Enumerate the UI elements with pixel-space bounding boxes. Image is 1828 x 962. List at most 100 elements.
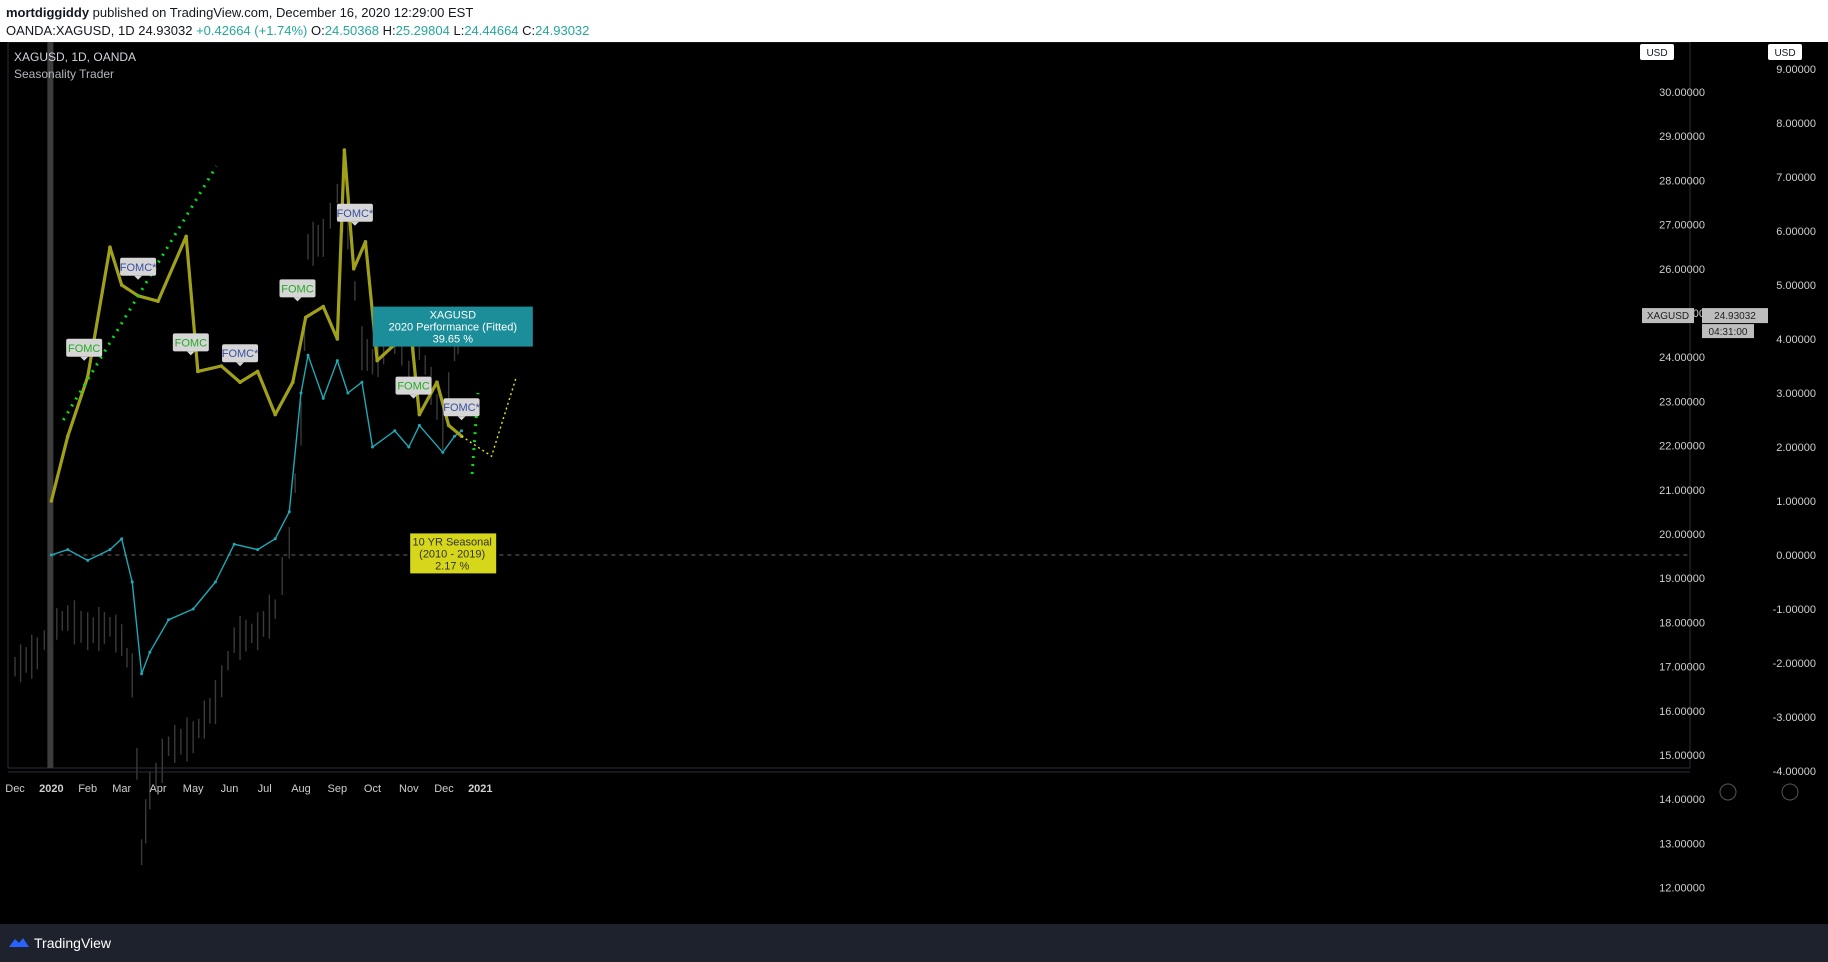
fomc-label-box[interactable] xyxy=(279,279,316,298)
fomc-label[interactable]: FOMC xyxy=(172,333,209,356)
seasonal-point[interactable] xyxy=(335,337,340,341)
seasonal-point[interactable] xyxy=(303,315,308,320)
fomc-label-text: FOMC* xyxy=(443,402,480,414)
price-axis-tick: 21.00000 xyxy=(1659,485,1705,497)
price-axis-tick: 15.00000 xyxy=(1659,750,1705,762)
percent-scale-button[interactable] xyxy=(1781,783,1799,801)
fomc-label-box[interactable] xyxy=(443,398,480,417)
performance-point[interactable] xyxy=(417,423,421,427)
performance-point[interactable] xyxy=(335,359,339,363)
seasonal-point[interactable] xyxy=(65,434,70,439)
fomc-label-box[interactable] xyxy=(172,333,209,352)
price-axis-tick: 27.00000 xyxy=(1659,220,1705,232)
seasonal-point[interactable] xyxy=(290,380,295,385)
price-bars xyxy=(14,183,459,866)
fomc-label[interactable]: FOMC* xyxy=(120,257,157,280)
performance-point[interactable] xyxy=(393,429,397,433)
price-axis-tick: 13.00000 xyxy=(1659,838,1705,850)
x-axis-tick: Apr xyxy=(149,783,166,795)
fomc-label-text: FOMC xyxy=(175,337,207,349)
price-axis-tick: 19.00000 xyxy=(1659,573,1705,585)
x-axis-tick: 2021 xyxy=(468,783,492,795)
performance-point[interactable] xyxy=(441,450,445,454)
x-axis-tick: Jul xyxy=(258,783,272,795)
fomc-label[interactable]: FOMC* xyxy=(222,344,259,367)
price-chart[interactable]: XAGUSD, 1D, OANDA Seasonality Trader FOMC F… xyxy=(0,42,1828,924)
seasonal-callout-subtitle: (2010 - 2019) xyxy=(419,548,485,560)
performance-callout-box[interactable] xyxy=(372,306,533,347)
tradingview-brand[interactable]: TradingView xyxy=(34,935,112,951)
seasonal-point[interactable] xyxy=(375,358,379,363)
seasonal-point[interactable] xyxy=(255,369,260,374)
seasonal-point[interactable] xyxy=(49,499,54,503)
seasonal-point[interactable] xyxy=(321,304,326,309)
percent-axis-tick: -1.00000 xyxy=(1773,604,1816,616)
performance-point[interactable] xyxy=(66,548,70,552)
fomc-label[interactable]: FOMC xyxy=(395,376,432,399)
performance-point[interactable] xyxy=(86,558,90,562)
auto-scale-button[interactable] xyxy=(1719,783,1737,801)
seasonal-point[interactable] xyxy=(342,148,347,152)
fomc-label-box[interactable] xyxy=(120,257,157,276)
performance-point[interactable] xyxy=(460,429,464,433)
fomc-label[interactable]: FOMC* xyxy=(336,203,374,226)
performance-point[interactable] xyxy=(191,607,195,611)
x-axis-tick: Jun xyxy=(221,783,239,795)
fomc-label-pointer xyxy=(293,297,302,302)
performance-point[interactable] xyxy=(167,618,171,622)
performance-point[interactable] xyxy=(140,672,144,676)
seasonal-point[interactable] xyxy=(363,240,368,244)
fomc-label-box[interactable] xyxy=(336,203,373,222)
performance-point[interactable] xyxy=(273,537,277,541)
performance-point[interactable] xyxy=(130,580,134,584)
author-name[interactable]: mortdiggiddy xyxy=(6,5,90,20)
price-axis-unit-box[interactable] xyxy=(1640,44,1674,60)
x-axis-tick: 2020 xyxy=(39,783,63,795)
performance-point[interactable] xyxy=(453,434,457,438)
performance-point[interactable] xyxy=(321,396,325,400)
performance-point[interactable] xyxy=(108,548,112,552)
seasonal-point[interactable] xyxy=(273,412,278,417)
seasonal-point[interactable] xyxy=(238,380,242,385)
fomc-label-box[interactable] xyxy=(66,338,103,357)
performance-point[interactable] xyxy=(346,391,350,395)
fomc-label-pointer xyxy=(134,275,143,280)
performance-point[interactable] xyxy=(306,353,310,357)
fomc-label-box[interactable] xyxy=(395,376,432,395)
performance-point[interactable] xyxy=(232,542,236,546)
price-axis-tick: 20.00000 xyxy=(1659,529,1705,541)
performance-point[interactable] xyxy=(256,548,260,552)
seasonal-point[interactable] xyxy=(435,380,439,385)
performance-point[interactable] xyxy=(49,553,53,557)
fomc-label-text: FOMC xyxy=(281,283,313,295)
x-axis-tick: May xyxy=(183,783,204,795)
performance-point[interactable] xyxy=(299,391,303,395)
performance-point[interactable] xyxy=(360,380,364,384)
seasonal-point[interactable] xyxy=(219,364,224,368)
fomc-label[interactable]: FOMC xyxy=(279,279,316,302)
performance-point[interactable] xyxy=(287,510,291,514)
seasonal-point[interactable] xyxy=(184,234,188,239)
seasonal-point[interactable] xyxy=(351,267,356,271)
seasonal-point[interactable] xyxy=(108,245,112,249)
performance-point[interactable] xyxy=(213,580,217,584)
performance-line[interactable] xyxy=(51,354,462,675)
performance-point[interactable] xyxy=(407,445,411,449)
performance-point[interactable] xyxy=(148,650,152,654)
seasonal-point[interactable] xyxy=(119,283,124,287)
performance-callout-title: XAGUSD xyxy=(430,310,477,322)
price-tag-symbol-box xyxy=(1642,308,1694,324)
fomc-label-box[interactable] xyxy=(222,344,259,363)
fomc-label[interactable]: FOMC* xyxy=(443,398,481,421)
price-tag-value-box xyxy=(1702,308,1768,324)
seasonal-point[interactable] xyxy=(446,423,451,428)
fomc-label[interactable]: FOMC xyxy=(66,338,103,361)
seasonal-projection xyxy=(461,375,518,458)
seasonal-point[interactable] xyxy=(417,412,422,417)
percent-axis-unit-box[interactable] xyxy=(1768,44,1802,60)
seasonal-callout-box[interactable] xyxy=(410,533,497,574)
performance-point[interactable] xyxy=(120,537,124,541)
seasonal-point[interactable] xyxy=(196,369,200,374)
seasonal-point[interactable] xyxy=(156,299,160,304)
performance-point[interactable] xyxy=(370,445,374,449)
